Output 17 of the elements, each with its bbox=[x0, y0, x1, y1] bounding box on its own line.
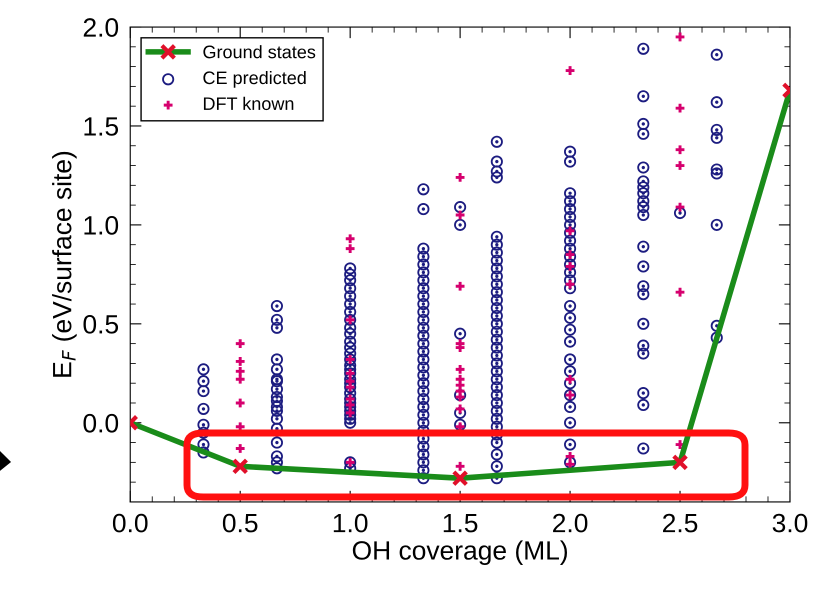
y-tick-label: 0.5 bbox=[83, 314, 118, 334]
y-tick-label: 1.5 bbox=[84, 117, 118, 136]
legend-label: DFT known bbox=[204, 96, 294, 110]
legend-label: Ground states bbox=[203, 45, 316, 58]
x-tick-label: 2.0 bbox=[553, 514, 588, 532]
x-tick-label: 1.0 bbox=[334, 514, 368, 532]
y-tick-label: 1.0 bbox=[84, 216, 118, 235]
legend-label: CE predicted bbox=[203, 70, 306, 88]
x-tick-label: 0.5 bbox=[222, 514, 258, 532]
x-tick-label: 2.5 bbox=[663, 514, 698, 532]
x-tick-label: 1.5 bbox=[444, 514, 478, 532]
y-tick-label: 0.0 bbox=[83, 414, 118, 433]
x-axis-title: OH coverage (ML) bbox=[352, 540, 567, 566]
y-axis-title: E$_{F}$ (eV/surface site) bbox=[52, 152, 77, 377]
x-tick-label: 3.0 bbox=[772, 514, 808, 532]
x-tick-label: 0.0 bbox=[112, 514, 148, 532]
y-tick-label: 2.0 bbox=[84, 18, 118, 37]
